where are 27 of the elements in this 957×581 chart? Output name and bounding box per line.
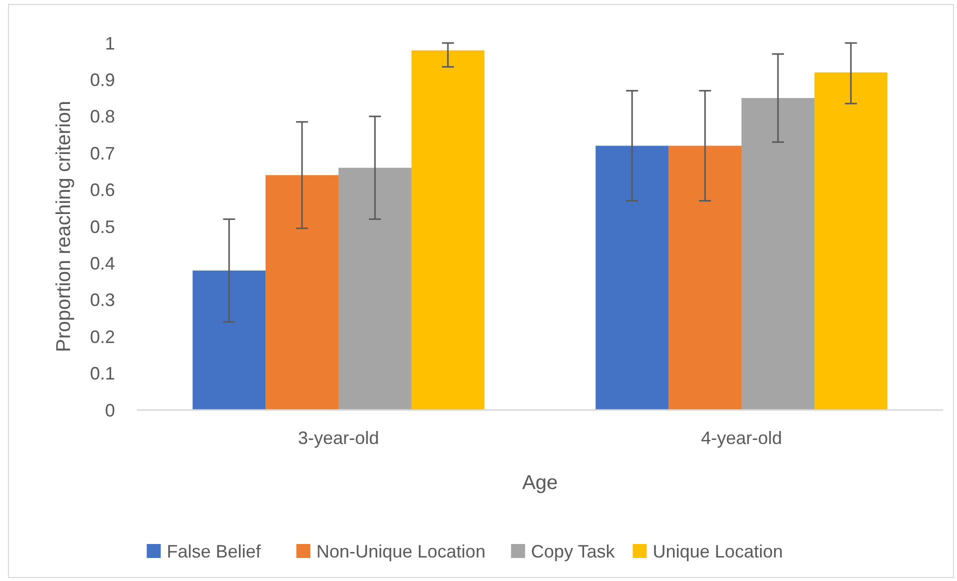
y-tick-label: 0.9 (90, 70, 115, 90)
bar (266, 175, 338, 410)
bar (338, 168, 412, 410)
bar (596, 146, 669, 410)
y-tick-label: 0.5 (90, 216, 115, 237)
bar (668, 146, 742, 410)
y-tick-label: 0.1 (90, 364, 115, 384)
y-tick-label: 1 (104, 33, 115, 54)
bar (814, 72, 888, 410)
y-tick-label: 0.3 (90, 290, 115, 310)
legend-label: Unique Location (652, 541, 783, 562)
y-axis-title: Proportion reaching criterion (53, 100, 75, 352)
x-axis-title: Age (522, 472, 558, 494)
bar (411, 50, 484, 410)
x-tick-label: 4-year-old (700, 428, 782, 448)
legend-label: Copy Task (531, 541, 616, 562)
bar (192, 270, 266, 410)
bar (742, 98, 814, 410)
y-tick-label: 0.2 (90, 326, 115, 347)
y-tick-label: 0.7 (90, 143, 115, 164)
y-tick-label: 0.8 (90, 106, 115, 127)
y-tick-label: 0.4 (90, 254, 115, 274)
legend-label: Non-Unique Location (316, 541, 486, 562)
x-tick-label: 3-year-old (298, 428, 380, 448)
y-tick-label: 0 (104, 400, 115, 420)
legend-label: False Belief (166, 541, 262, 562)
y-tick-label: 0.6 (90, 180, 115, 200)
